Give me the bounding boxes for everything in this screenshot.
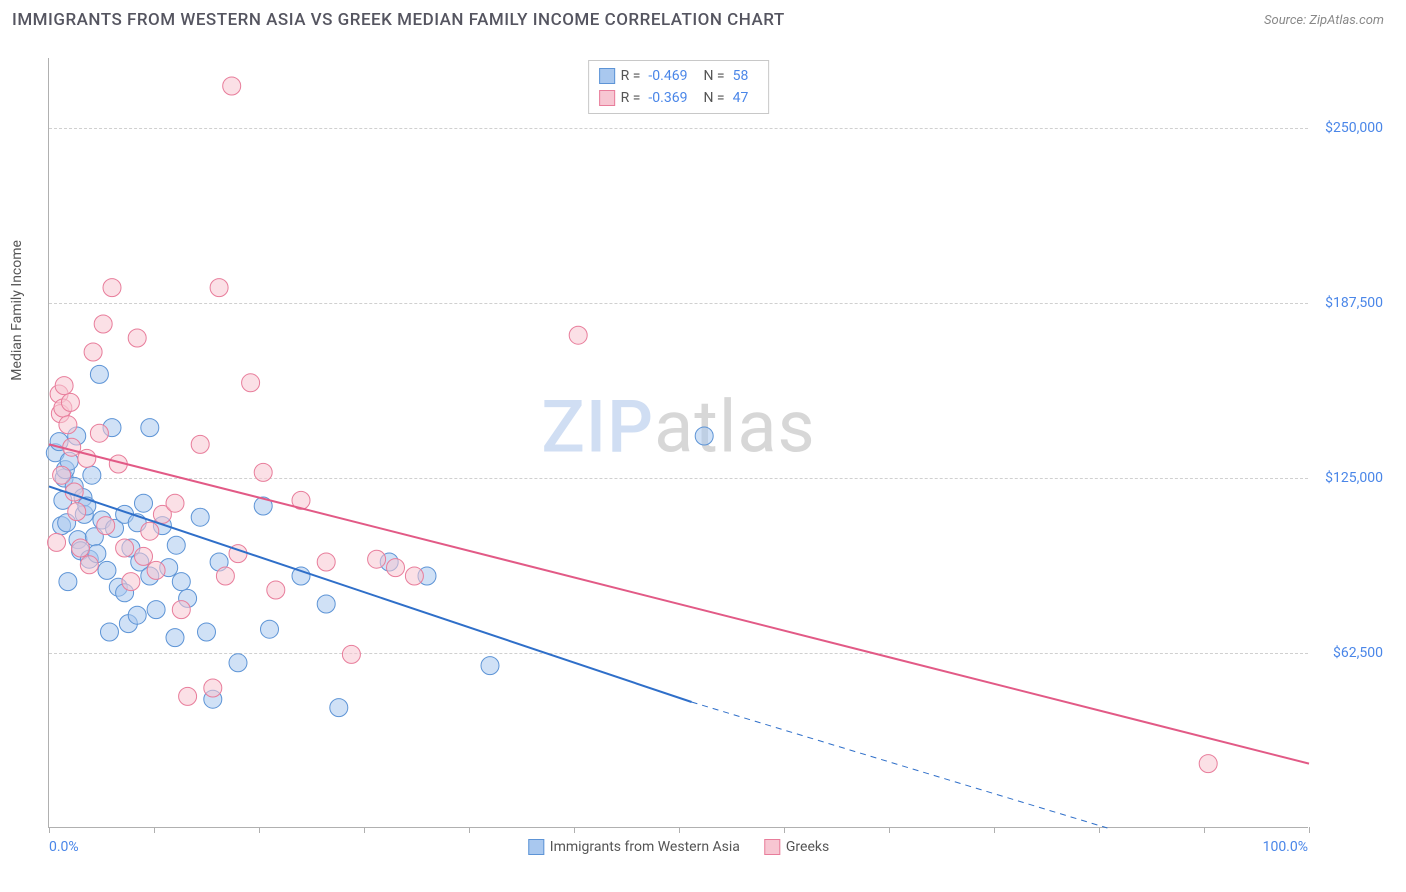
scatter-point <box>1199 755 1217 773</box>
chart-container: Median Family Income $62,500$125,000$187… <box>48 58 1388 828</box>
legend-item-2: Greeks <box>764 839 829 855</box>
x-axis-max-label: 100.0% <box>1263 839 1308 855</box>
scatter-point <box>242 374 260 392</box>
y-tick-label: $187,500 <box>1313 295 1383 311</box>
r-value-2: -0.369 <box>648 87 687 109</box>
scatter-point <box>254 463 272 481</box>
scatter-point <box>103 279 121 297</box>
scatter-point <box>128 606 146 624</box>
r-label-1: R = <box>621 65 641 87</box>
header: IMMIGRANTS FROM WESTERN ASIA VS GREEK ME… <box>0 0 1406 36</box>
scatter-point <box>141 522 159 540</box>
scatter-point <box>80 556 98 574</box>
y-tick-label: $62,500 <box>1313 645 1383 661</box>
scatter-point <box>116 539 134 557</box>
scatter-point <box>166 494 184 512</box>
trend-line <box>49 444 1309 763</box>
scatter-point <box>63 438 81 456</box>
scatter-point <box>330 699 348 717</box>
legend-item-1: Immigrants from Western Asia <box>528 839 740 855</box>
scatter-point <box>317 553 335 571</box>
scatter-point <box>97 517 115 535</box>
swatch-blue <box>599 68 615 84</box>
legend-stats-row-1: R = -0.469 N = 58 <box>599 65 759 87</box>
plot-area: Median Family Income $62,500$125,000$187… <box>48 58 1308 828</box>
scatter-point <box>204 679 222 697</box>
source-attribution: Source: ZipAtlas.com <box>1264 13 1384 28</box>
scatter-point <box>481 657 499 675</box>
legend-stats-row-2: R = -0.369 N = 47 <box>599 87 759 109</box>
legend-label-2: Greeks <box>786 839 829 855</box>
scatter-point <box>135 494 153 512</box>
scatter-point <box>166 629 184 647</box>
legend-series: Immigrants from Western Asia Greeks <box>528 839 829 855</box>
scatter-point <box>695 427 713 445</box>
scatter-point <box>61 393 79 411</box>
scatter-point <box>229 654 247 672</box>
scatter-point <box>261 620 279 638</box>
r-value-1: -0.469 <box>648 65 687 87</box>
swatch-pink <box>599 90 615 106</box>
legend-label-1: Immigrants from Western Asia <box>550 839 740 855</box>
scatter-point <box>53 466 71 484</box>
scatter-point <box>216 567 234 585</box>
x-axis-min-label: 0.0% <box>49 839 79 855</box>
y-tick-label: $250,000 <box>1313 120 1383 136</box>
scatter-point <box>141 419 159 437</box>
y-axis-title: Median Family Income <box>9 240 25 381</box>
scatter-point <box>147 601 165 619</box>
legend-stats: R = -0.469 N = 58 R = -0.369 N = 47 <box>588 60 770 114</box>
scatter-point <box>98 561 116 579</box>
legend-swatch-pink <box>764 839 780 855</box>
scatter-point <box>317 595 335 613</box>
scatter-point <box>84 343 102 361</box>
scatter-point <box>342 645 360 663</box>
trend-line <box>49 486 692 702</box>
scatter-point <box>100 623 118 641</box>
scatter-point <box>405 567 423 585</box>
scatter-point <box>191 508 209 526</box>
scatter-point <box>48 533 66 551</box>
n-label-1: N = <box>703 65 724 87</box>
scatter-point <box>223 77 241 95</box>
scatter-point <box>128 329 146 347</box>
y-tick-label: $125,000 <box>1313 470 1383 486</box>
scatter-point <box>167 536 185 554</box>
trend-line-dashed <box>692 702 1108 828</box>
scatter-point <box>191 435 209 453</box>
scatter-point <box>68 503 86 521</box>
n-value-1: 58 <box>733 65 749 87</box>
scatter-point <box>172 573 190 591</box>
scatter-point <box>59 573 77 591</box>
scatter-point <box>147 561 165 579</box>
scatter-point <box>135 547 153 565</box>
scatter-point <box>210 279 228 297</box>
scatter-point <box>90 424 108 442</box>
r-label-2: R = <box>621 87 641 109</box>
scatter-point <box>569 326 587 344</box>
scatter-point <box>368 550 386 568</box>
scatter-point <box>90 365 108 383</box>
scatter-point <box>267 581 285 599</box>
n-value-2: 47 <box>733 87 749 109</box>
scatter-point <box>172 601 190 619</box>
n-label-2: N = <box>703 87 724 109</box>
scatter-point <box>94 315 112 333</box>
scatter-svg <box>49 58 1309 828</box>
scatter-point <box>83 466 101 484</box>
scatter-point <box>198 623 216 641</box>
scatter-point <box>55 377 73 395</box>
x-tick <box>1309 827 1310 833</box>
scatter-point <box>387 559 405 577</box>
legend-swatch-blue <box>528 839 544 855</box>
scatter-point <box>179 687 197 705</box>
scatter-point <box>122 573 140 591</box>
scatter-point <box>72 539 90 557</box>
chart-title: IMMIGRANTS FROM WESTERN ASIA VS GREEK ME… <box>12 10 785 30</box>
scatter-point <box>59 416 77 434</box>
